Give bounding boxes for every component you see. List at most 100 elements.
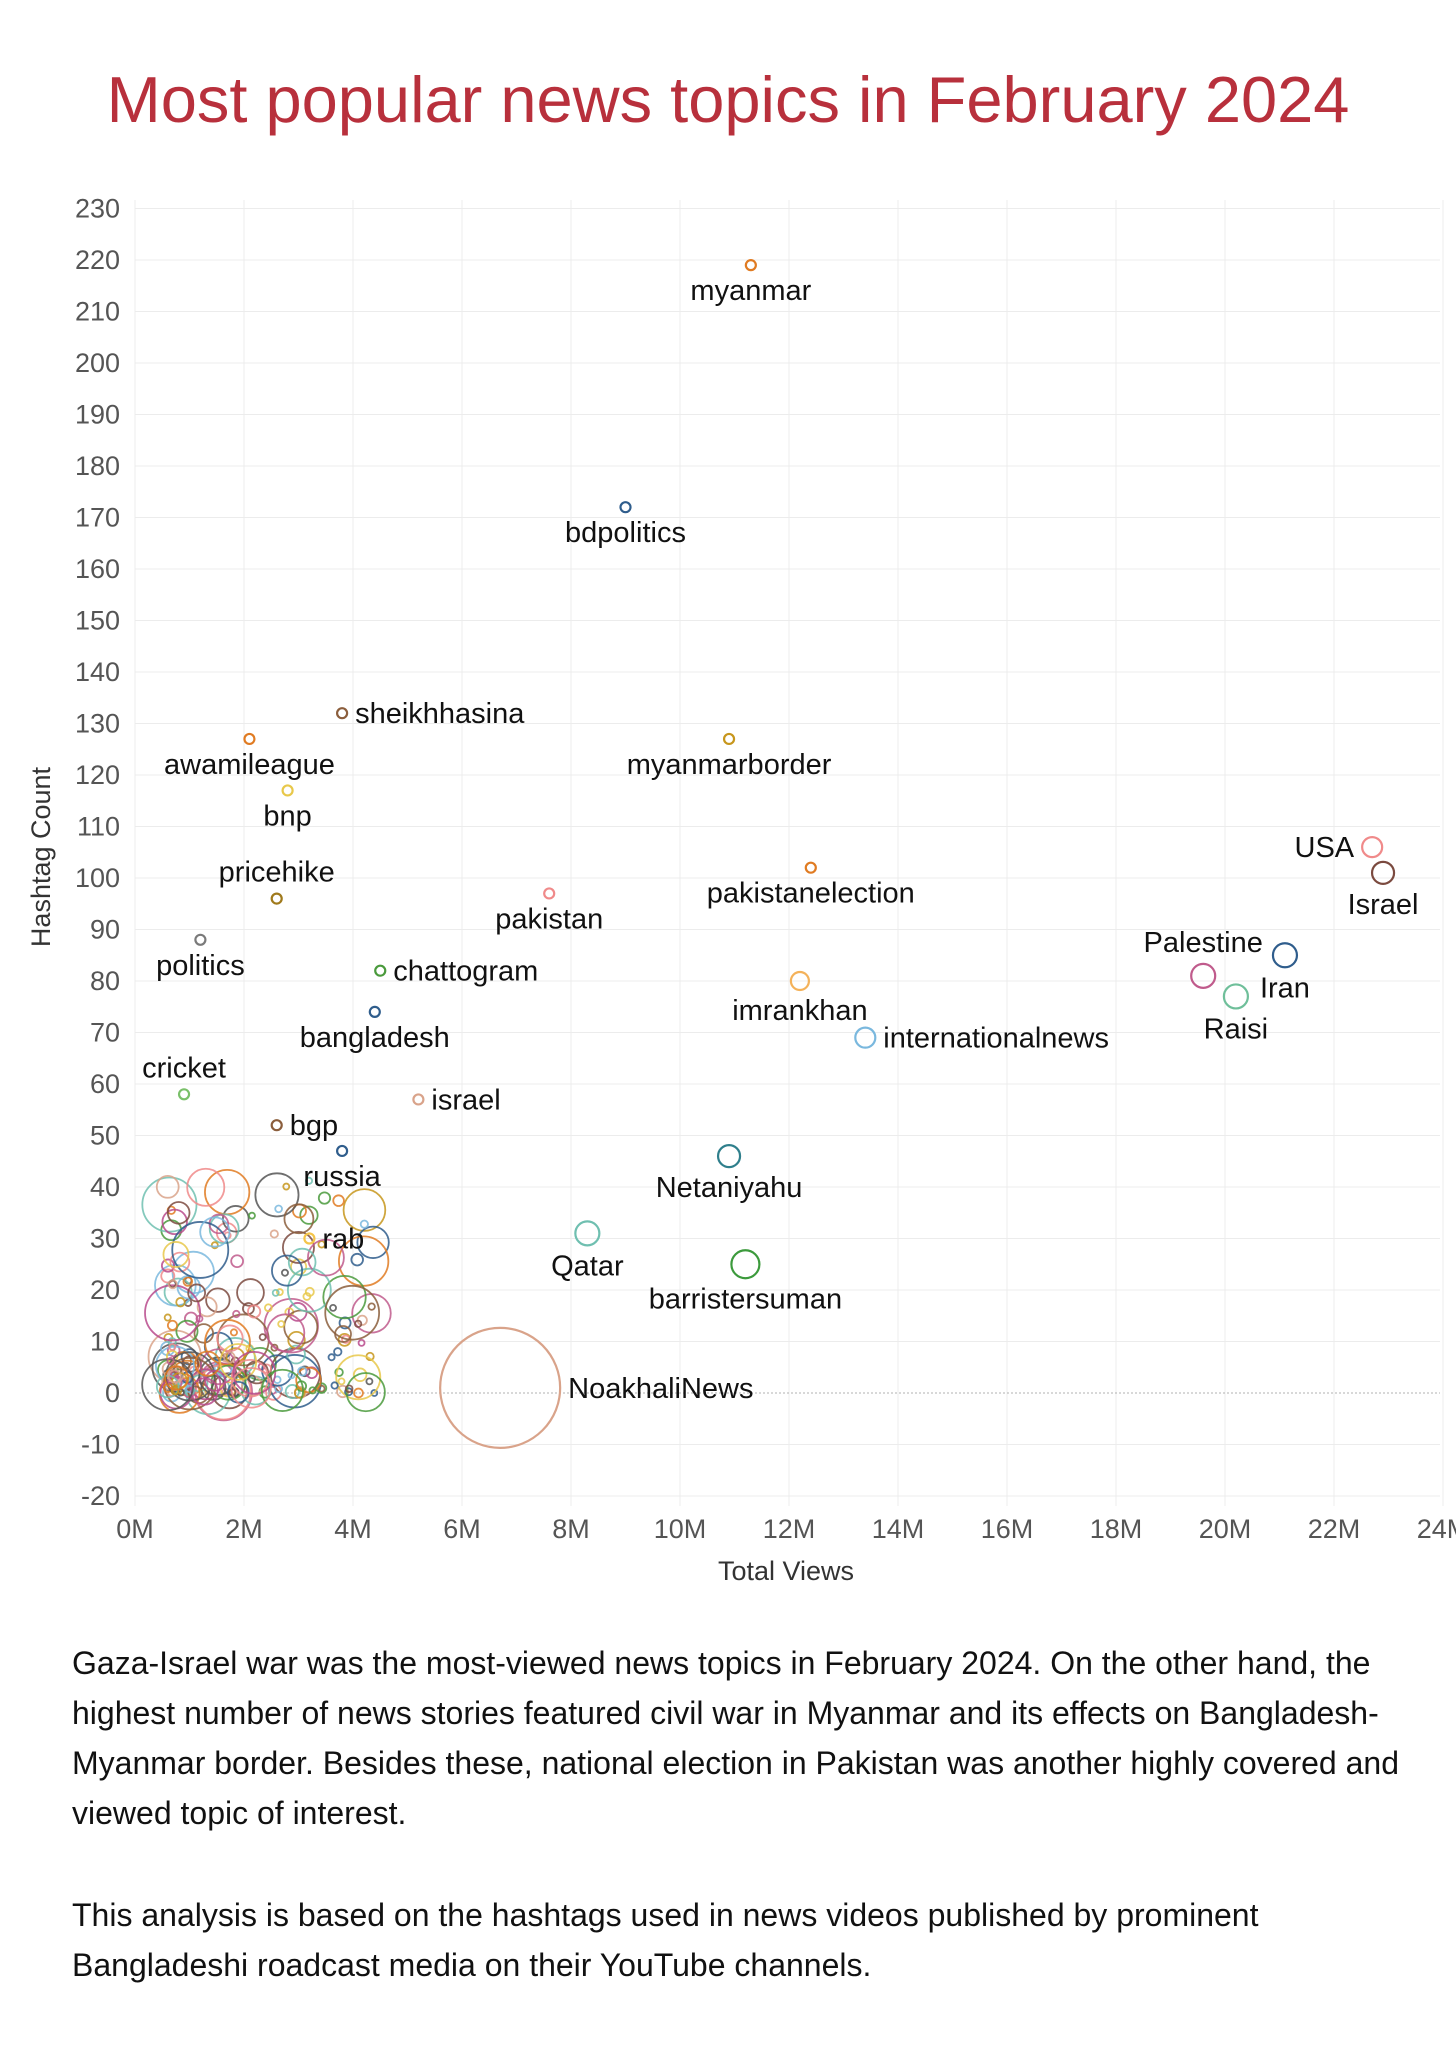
- point-label-myanmarborder: myanmarborder: [627, 749, 832, 781]
- unlabeled-point: [187, 1283, 207, 1303]
- y-tick-label: 180: [75, 451, 120, 481]
- y-tick-label: 190: [75, 400, 120, 430]
- unlabeled-point: [352, 1367, 368, 1382]
- y-tick-label: 150: [75, 606, 120, 636]
- unlabeled-point: [286, 1267, 332, 1313]
- point-label-bdpolitics: bdpolitics: [565, 517, 686, 549]
- unlabeled-point: [236, 1278, 265, 1307]
- point-label-pakistanelection: pakistanelection: [707, 878, 915, 910]
- unlabeled-point: [193, 1323, 214, 1344]
- y-axis-label: Hashtag Count: [26, 766, 56, 947]
- point-russia: [336, 1144, 349, 1158]
- unlabeled-point: [350, 1252, 364, 1267]
- unlabeled-point: [166, 1357, 175, 1366]
- point-label-israel: israel: [431, 1084, 500, 1116]
- x-tick-label: 20M: [1199, 1514, 1252, 1544]
- unlabeled-point: [230, 1367, 272, 1409]
- unlabeled-point: [232, 1350, 277, 1395]
- axis-ticks: 0M 2M 4M 6M 8M 10M 12M 14M 16M 18M 20M 22M 24M -20 -10…: [75, 194, 1456, 1545]
- unlabeled-point: [282, 1230, 315, 1264]
- unlabeled-point: [307, 1238, 345, 1277]
- y-tick-label: 40: [90, 1172, 120, 1202]
- unlabeled-point: [327, 1353, 336, 1362]
- unlabeled-point: [322, 1275, 367, 1320]
- y-tick-label: 100: [75, 863, 120, 893]
- unlabeled-point: [330, 1381, 339, 1390]
- point-Raisi: [1222, 983, 1250, 1010]
- description-paragraph-2: This analysis is based on the hashtags u…: [72, 1897, 1259, 1983]
- unlabeled-point: [199, 1216, 231, 1248]
- unlabeled-point: [182, 1361, 191, 1370]
- unlabeled-point: [210, 1241, 219, 1250]
- unlabeled-point: [219, 1343, 258, 1381]
- unlabeled-point: [170, 1386, 180, 1396]
- unlabeled-point: [232, 1309, 241, 1319]
- unlabeled-point: [248, 1211, 256, 1220]
- unlabeled-point: [204, 1168, 251, 1216]
- labeled-points: myanmar bdpolitics sheikhhasina myanmarbord…: [142, 259, 1419, 1449]
- point-bangladesh: [368, 1005, 381, 1019]
- point-sheikhhasina: [336, 707, 349, 720]
- unlabeled-point: [286, 1344, 306, 1365]
- unlabeled-point: [160, 1258, 176, 1273]
- y-tick-label: 200: [75, 348, 120, 378]
- unlabeled-point: [161, 1208, 188, 1236]
- scatter-chart: myanmar bdpolitics sheikhhasina myanmarbord…: [26, 194, 1456, 1587]
- unlabeled-point: [359, 1219, 369, 1229]
- unlabeled-point: [324, 1284, 381, 1341]
- point-barristersuman: [730, 1249, 761, 1280]
- y-tick-label: 120: [75, 760, 120, 790]
- y-tick-label: 220: [75, 245, 120, 275]
- unlabeled-point: [141, 1176, 198, 1233]
- unlabeled-point: [160, 1268, 176, 1284]
- unlabeled-point: [354, 1319, 363, 1328]
- x-tick-label: 12M: [763, 1514, 816, 1544]
- point-label-Iran: Iran: [1260, 972, 1310, 1004]
- point-label-russia: russia: [303, 1161, 381, 1193]
- y-tick-label: 210: [75, 297, 120, 327]
- point-label-awamileague: awamileague: [164, 749, 335, 781]
- point-Iran: [1271, 942, 1299, 969]
- unlabeled-point: [229, 1328, 238, 1337]
- unlabeled-point: [297, 1366, 308, 1377]
- y-tick-label: 50: [90, 1121, 120, 1151]
- unlabeled-point: [144, 1284, 201, 1342]
- y-tick-label: 160: [75, 554, 120, 584]
- point-Palestine: [1190, 962, 1217, 989]
- x-tick-label: 24M: [1417, 1514, 1456, 1544]
- unlabeled-point: [337, 1377, 346, 1386]
- description-paragraph-1: Gaza-Israel war was the most-viewed news…: [72, 1645, 1399, 1831]
- unlabeled-point: [333, 1347, 343, 1357]
- point-imrankhan: [789, 970, 811, 992]
- unlabeled-point: [167, 1279, 178, 1290]
- y-tick-label: -10: [81, 1430, 120, 1460]
- unlabeled-point: [329, 1303, 337, 1312]
- point-label-rab: rab: [322, 1224, 364, 1256]
- unlabeled-point: [332, 1194, 345, 1207]
- unlabeled-points: [141, 1167, 392, 1422]
- unlabeled-point: [186, 1167, 226, 1207]
- point-label-Raisi: Raisi: [1204, 1013, 1268, 1045]
- unlabeled-point: [304, 1176, 314, 1185]
- y-tick-label: 70: [90, 1018, 120, 1048]
- point-bgp: [270, 1119, 283, 1132]
- unlabeled-point: [167, 1337, 177, 1347]
- point-NoakhaliNews: [439, 1326, 562, 1449]
- unlabeled-point: [275, 1288, 284, 1296]
- point-chattogram: [374, 964, 387, 977]
- x-tick-label: 2M: [225, 1514, 263, 1544]
- unlabeled-point: [166, 1201, 191, 1225]
- unlabeled-point: [196, 1296, 218, 1318]
- x-tick-label: 4M: [334, 1514, 372, 1544]
- unlabeled-point: [277, 1320, 286, 1328]
- unlabeled-point: [163, 1313, 172, 1322]
- y-tick-label: 30: [90, 1224, 120, 1254]
- point-internationalnews: [854, 1026, 877, 1049]
- point-label-internationalnews: internationalnews: [883, 1023, 1109, 1055]
- unlabeled-point: [317, 1240, 326, 1249]
- grid-lines: [134, 200, 1444, 1506]
- point-Israel: [1370, 860, 1396, 885]
- unlabeled-point: [353, 1387, 364, 1399]
- x-tick-label: 16M: [981, 1514, 1034, 1544]
- point-pakistan: [543, 887, 556, 900]
